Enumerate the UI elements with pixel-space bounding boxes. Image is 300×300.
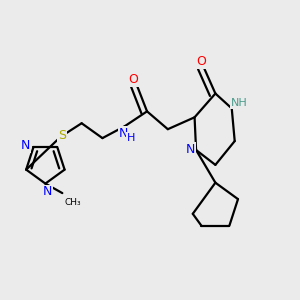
Text: N: N: [186, 143, 195, 156]
Text: N: N: [20, 139, 30, 152]
Text: NH: NH: [231, 98, 248, 108]
Text: O: O: [196, 55, 206, 68]
Text: S: S: [58, 129, 66, 142]
Text: CH₃: CH₃: [65, 198, 81, 207]
Text: N: N: [118, 127, 128, 140]
Text: H: H: [127, 133, 135, 142]
Text: N: N: [43, 185, 52, 198]
Text: O: O: [129, 73, 139, 86]
